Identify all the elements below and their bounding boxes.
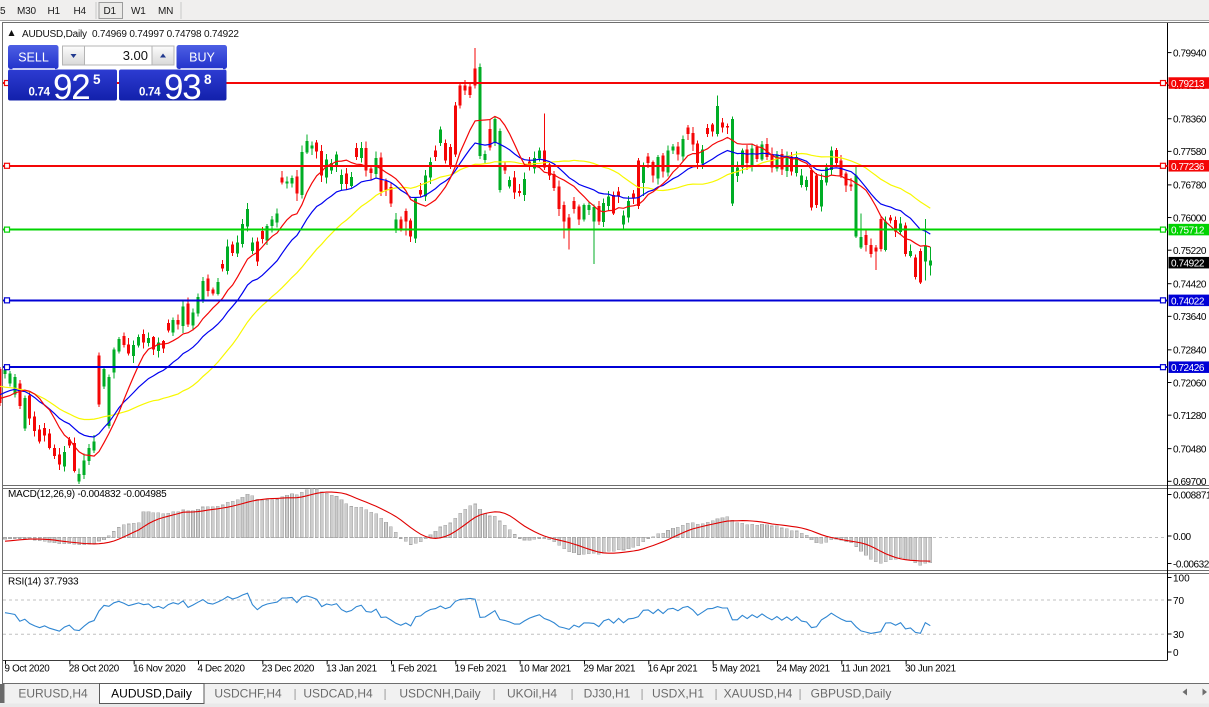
svg-text:0.75712: 0.75712: [1171, 226, 1205, 237]
svg-text:0.71280: 0.71280: [1173, 411, 1207, 422]
svg-text:D1: D1: [104, 6, 117, 17]
svg-text:USDCNH,Daily: USDCNH,Daily: [399, 687, 480, 701]
svg-text:M30: M30: [17, 6, 36, 17]
svg-text:13 Jan 2021: 13 Jan 2021: [326, 664, 377, 675]
svg-text:4 Dec 2020: 4 Dec 2020: [197, 664, 245, 675]
svg-text:30 Jun 2021: 30 Jun 2021: [905, 664, 956, 675]
svg-text:5: 5: [93, 72, 101, 87]
svg-text:5 May 2021: 5 May 2021: [712, 664, 760, 675]
svg-text:5: 5: [0, 6, 6, 17]
svg-text:0.75220: 0.75220: [1173, 246, 1207, 257]
svg-text:AUDUSD,Daily 0.74969 0.74997: AUDUSD,Daily 0.74969 0.74997 0.74798 0.7…: [22, 29, 239, 40]
svg-text:0.77580: 0.77580: [1173, 147, 1207, 158]
svg-text:H1: H1: [48, 6, 61, 17]
svg-text:23 Dec 2020: 23 Dec 2020: [262, 664, 315, 675]
svg-text:0.76780: 0.76780: [1173, 181, 1207, 192]
svg-text:9 Oct 2020: 9 Oct 2020: [5, 664, 51, 675]
svg-text:0.74420: 0.74420: [1173, 279, 1207, 290]
svg-text:0.00: 0.00: [1173, 532, 1192, 543]
svg-text:0.70480: 0.70480: [1173, 444, 1207, 455]
svg-text:11 Jun 2021: 11 Jun 2021: [841, 664, 891, 675]
svg-text:|: |: [640, 687, 643, 701]
svg-text:19 Feb 2021: 19 Feb 2021: [455, 664, 507, 675]
svg-text:USDCHF,H4: USDCHF,H4: [214, 687, 282, 701]
svg-text:USDCAD,H4: USDCAD,H4: [303, 687, 373, 701]
svg-text:1 Feb 2021: 1 Feb 2021: [390, 664, 437, 675]
svg-text:XAUUSD,H4: XAUUSD,H4: [724, 687, 793, 701]
svg-text:MN: MN: [158, 6, 173, 17]
svg-text:BUY: BUY: [189, 51, 215, 65]
svg-text:16 Nov 2020: 16 Nov 2020: [133, 664, 186, 675]
svg-text:70: 70: [1173, 596, 1185, 607]
svg-text:MACD(12,26,9) -0.004832 -0.004: MACD(12,26,9) -0.004832 -0.004985: [8, 489, 167, 500]
svg-text:24 May 2021: 24 May 2021: [776, 664, 829, 675]
svg-text:0.74022: 0.74022: [1171, 296, 1205, 307]
svg-text:AUDUSD,Daily: AUDUSD,Daily: [111, 687, 192, 701]
svg-text:-0.00632: -0.00632: [1173, 559, 1209, 570]
svg-text:10 Mar 2021: 10 Mar 2021: [519, 664, 571, 675]
svg-text:0.74: 0.74: [139, 87, 161, 99]
svg-text:0: 0: [1173, 648, 1179, 659]
svg-text:0.78360: 0.78360: [1173, 115, 1207, 126]
svg-text:16 Apr 2021: 16 Apr 2021: [648, 664, 698, 675]
svg-text:0.79213: 0.79213: [1171, 79, 1205, 90]
svg-text:GBPUSD,Daily: GBPUSD,Daily: [811, 687, 892, 701]
svg-text:|: |: [570, 687, 573, 701]
svg-text:0.79940: 0.79940: [1173, 48, 1207, 59]
svg-text:USDX,H1: USDX,H1: [652, 687, 704, 701]
svg-text:28 Oct 2020: 28 Oct 2020: [69, 664, 120, 675]
svg-text:3.00: 3.00: [123, 48, 148, 63]
svg-text:30: 30: [1173, 630, 1185, 641]
svg-text:|: |: [492, 687, 495, 701]
svg-text:0.77236: 0.77236: [1171, 162, 1205, 173]
svg-text:W1: W1: [131, 6, 146, 17]
svg-text:0.008871: 0.008871: [1173, 490, 1209, 501]
svg-text:RSI(14) 37.7933: RSI(14) 37.7933: [8, 577, 79, 588]
svg-text:0.76000: 0.76000: [1173, 213, 1207, 224]
svg-text:0.72426: 0.72426: [1171, 363, 1205, 374]
svg-text:92: 92: [53, 68, 90, 107]
svg-text:8: 8: [204, 72, 212, 87]
svg-text:0.72060: 0.72060: [1173, 378, 1207, 389]
svg-text:|: |: [798, 687, 801, 701]
svg-text:UKOil,H4: UKOil,H4: [507, 687, 557, 701]
svg-text:0.72840: 0.72840: [1173, 346, 1207, 357]
svg-text:|: |: [714, 687, 717, 701]
svg-text:93: 93: [164, 68, 201, 107]
svg-text:DJ30,H1: DJ30,H1: [584, 687, 631, 701]
svg-text:0.74: 0.74: [29, 87, 51, 99]
svg-text:29 Mar 2021: 29 Mar 2021: [583, 664, 635, 675]
svg-text:|: |: [383, 687, 386, 701]
svg-text:|: |: [293, 687, 296, 701]
svg-text:0.74922: 0.74922: [1171, 259, 1205, 270]
svg-text:SELL: SELL: [18, 51, 49, 65]
svg-text:100: 100: [1173, 573, 1190, 584]
svg-text:H4: H4: [74, 6, 87, 17]
svg-text:EURUSD,H4: EURUSD,H4: [18, 687, 88, 701]
svg-text:0.73640: 0.73640: [1173, 312, 1207, 323]
svg-text:0.69700: 0.69700: [1173, 477, 1207, 488]
